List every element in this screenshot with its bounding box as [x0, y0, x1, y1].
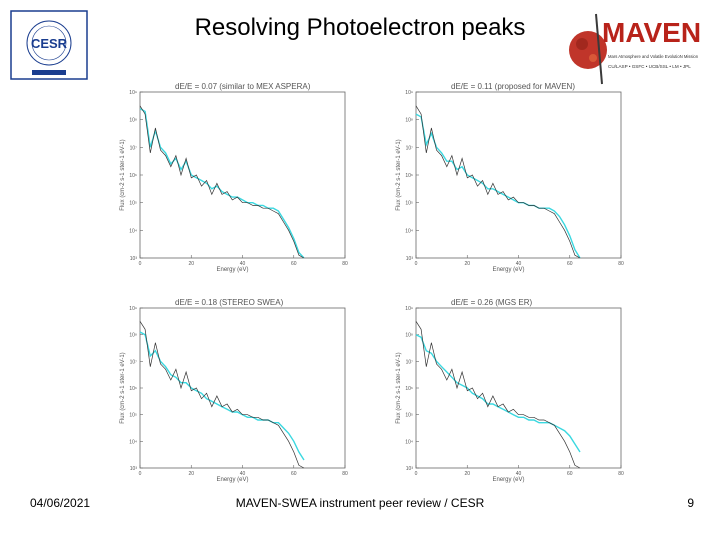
chart-panel-2: dE/E = 0.11 (proposed for MAVEN) 0 20 40 60 8… — [396, 82, 624, 273]
y-tick-label: 10⁷ — [130, 359, 138, 365]
plot-title: dE/E = 0.11 (proposed for MAVEN) — [451, 82, 575, 91]
y-tick-label: 10⁵ — [129, 413, 137, 419]
y-tick-label: 10⁹ — [129, 306, 137, 312]
chart-panel-4: dE/E = 0.26 (MGS ER) 0 20 40 60 80 10³ 10⁴ 10⁵ 10… — [396, 298, 624, 483]
series-line-model — [415, 113, 581, 259]
plot-title: dE/E = 0.26 (MGS ER) — [451, 298, 532, 307]
y-tick-label: 10⁷ — [130, 145, 138, 151]
chart-panel-3: dE/E = 0.18 (STEREO SWEA) 0 20 40 60 80 10³ 10⁴… — [120, 298, 348, 483]
x-tick-label: 0 — [415, 471, 418, 477]
y-tick-label: 10³ — [406, 256, 414, 262]
plot-frame — [139, 91, 346, 259]
y-tick-label: 10⁸ — [405, 118, 413, 124]
plot-frame — [415, 307, 622, 469]
x-tick-label: 60 — [567, 471, 573, 477]
maven-logo-subtitle: Mars Atmosphere and Volatile EvolutioN M… — [608, 54, 699, 59]
y-tick-label: 10⁶ — [405, 173, 413, 179]
y-axis-label: Flux (cm-2 s-1 ster-1 eV-1) — [396, 139, 402, 210]
y-tick-label: 10⁹ — [405, 90, 413, 96]
y-tick-label: 10⁶ — [405, 386, 413, 392]
x-tick-label: 20 — [188, 471, 194, 477]
x-tick-label: 40 — [516, 471, 522, 477]
y-tick-label: 10³ — [130, 466, 138, 472]
series-line-model — [139, 331, 305, 461]
y-tick-label: 10⁴ — [129, 439, 137, 445]
y-tick-label: 10⁴ — [405, 228, 413, 234]
y-tick-label: 10⁶ — [129, 173, 137, 179]
footer-center: MAVEN-SWEA instrument peer review / CESR — [235, 496, 485, 510]
y-axis-label: Flux (cm-2 s-1 ster-1 eV-1) — [120, 352, 126, 423]
x-tick-label: 40 — [240, 261, 246, 267]
maven-logo: MAVEN Mars Atmosphere and Volatile Evolu… — [569, 13, 701, 85]
x-tick-label: 40 — [516, 261, 522, 267]
y-tick-label: 10⁵ — [129, 201, 137, 207]
page-number: 9 — [687, 496, 694, 510]
y-tick-label: 10⁸ — [129, 118, 137, 124]
y-tick-label: 10⁹ — [405, 306, 413, 312]
y-tick-label: 10⁴ — [405, 439, 413, 445]
y-tick-label: 10⁶ — [129, 386, 137, 392]
x-tick-label: 0 — [139, 261, 142, 267]
x-tick-label: 80 — [342, 471, 348, 477]
y-tick-label: 10⁴ — [129, 228, 137, 234]
y-tick-label: 10⁸ — [405, 333, 413, 339]
x-tick-label: 80 — [342, 261, 348, 267]
x-tick-label: 0 — [139, 471, 142, 477]
y-tick-label: 10³ — [406, 466, 414, 472]
x-tick-label: 60 — [291, 471, 297, 477]
x-tick-label: 0 — [415, 261, 418, 267]
plot-frame — [139, 307, 346, 469]
x-axis-label: Energy (eV) — [216, 267, 248, 273]
series-line-data — [415, 321, 581, 469]
cesr-logo: CESR — [10, 10, 88, 80]
footer-date: 04/06/2021 — [30, 496, 91, 510]
y-tick-label: 10³ — [130, 256, 138, 262]
x-tick-label: 40 — [240, 471, 246, 477]
maven-logo-text: MAVEN — [602, 17, 701, 48]
y-axis-label: Flux (cm-2 s-1 ster-1 eV-1) — [120, 139, 126, 210]
slide-title: Resolving Photoelectron peaks — [194, 14, 526, 41]
plot-title: dE/E = 0.18 (STEREO SWEA) — [175, 298, 284, 307]
x-tick-label: 60 — [567, 261, 573, 267]
y-tick-label: 10⁸ — [129, 333, 137, 339]
series-line-model — [415, 334, 581, 453]
x-tick-label: 20 — [464, 471, 470, 477]
series-line-model — [139, 107, 305, 259]
maven-logo-partners: CU/LASP • GSFC • UCB/SSL • LM • JPL — [608, 64, 691, 69]
y-tick-label: 10⁷ — [406, 145, 414, 151]
series-line-data — [139, 105, 305, 259]
plot-frame — [415, 91, 622, 259]
chart-panel-1: dE/E = 0.07 (similar to MEX ASPERA) 0 20 40… — [120, 82, 348, 273]
y-tick-label: 10⁵ — [405, 201, 413, 207]
cesr-logo-text: CESR — [31, 36, 68, 51]
x-tick-label: 20 — [188, 261, 194, 267]
series-line-data — [415, 105, 581, 259]
y-tick-label: 10⁵ — [405, 413, 413, 419]
y-tick-label: 10⁹ — [129, 90, 137, 96]
y-axis-label: Flux (cm-2 s-1 ster-1 eV-1) — [396, 352, 402, 423]
series-line-data — [139, 321, 305, 469]
x-tick-label: 80 — [618, 471, 624, 477]
x-axis-label: Energy (eV) — [492, 477, 524, 483]
x-axis-label: Energy (eV) — [492, 267, 524, 273]
y-tick-label: 10⁷ — [406, 359, 414, 365]
plot-title: dE/E = 0.07 (similar to MEX ASPERA) — [175, 82, 311, 91]
x-axis-label: Energy (eV) — [216, 477, 248, 483]
x-tick-label: 60 — [291, 261, 297, 267]
x-tick-label: 20 — [464, 261, 470, 267]
x-tick-label: 80 — [618, 261, 624, 267]
